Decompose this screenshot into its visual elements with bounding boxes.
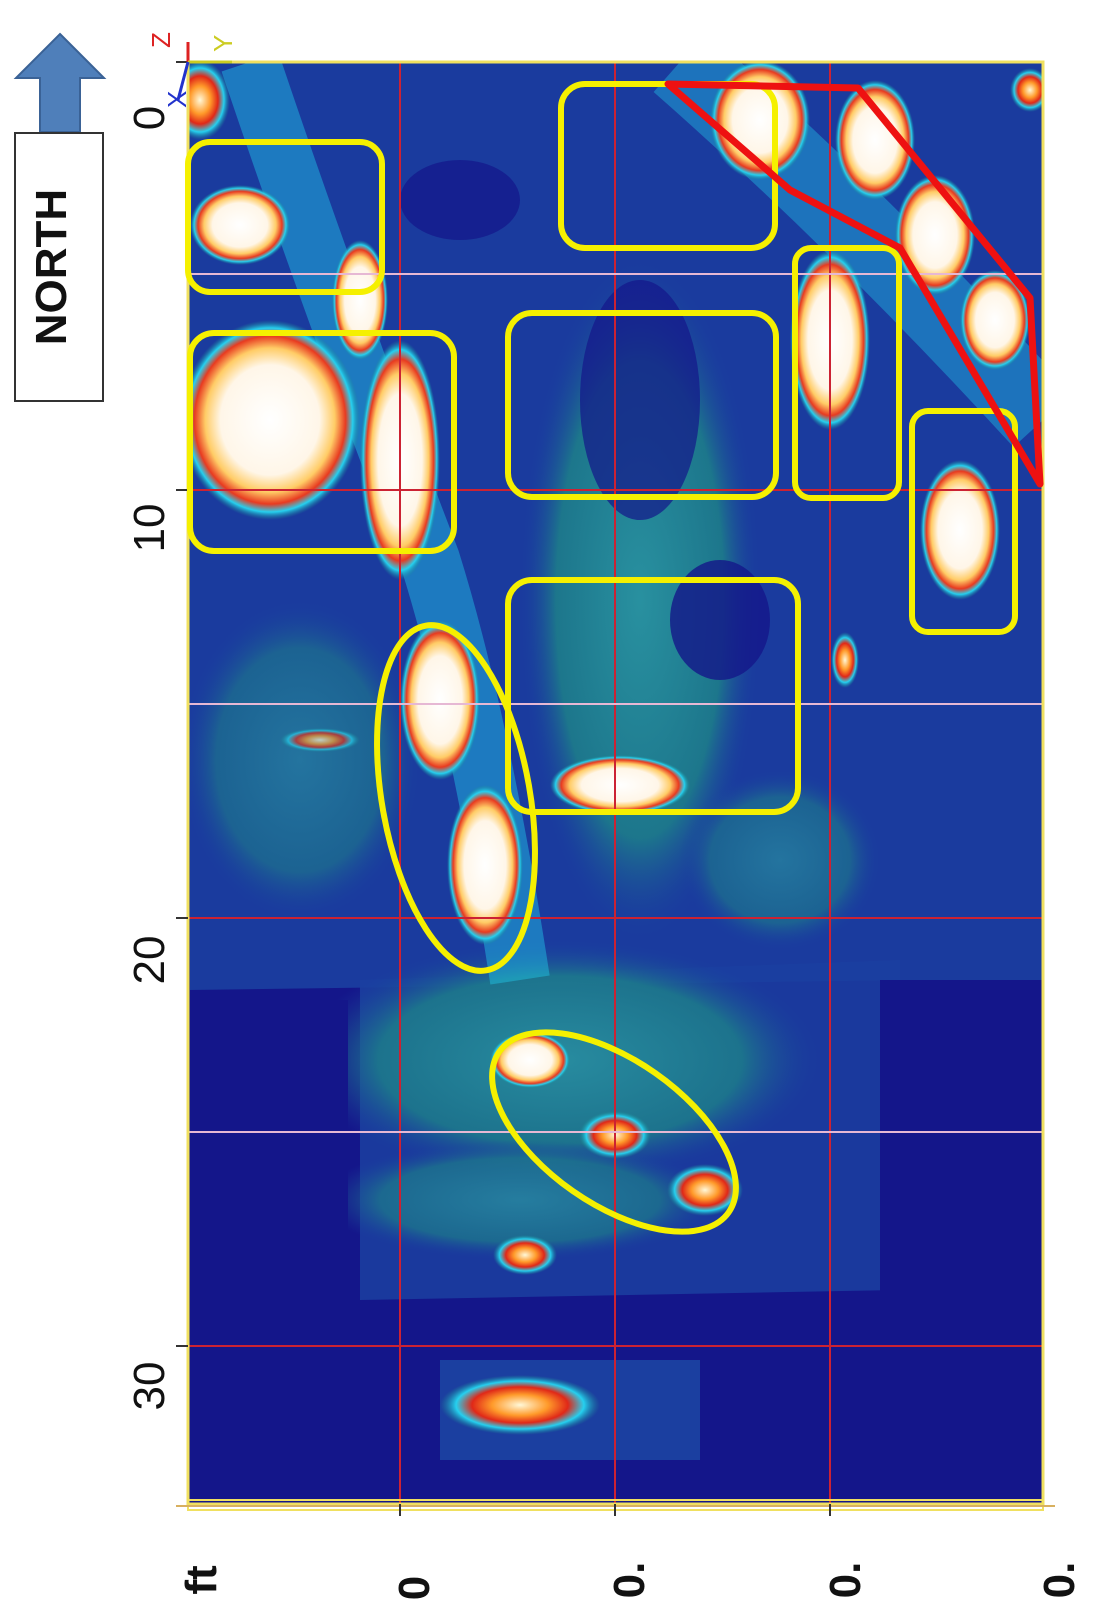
anomaly-box-7 xyxy=(909,408,1018,635)
north-label: NORTH xyxy=(27,188,76,346)
north-arrow-icon xyxy=(13,32,107,133)
anomaly-box-1 xyxy=(185,139,385,295)
red-boundary-polygon xyxy=(664,80,1044,488)
lower-tick-4: 0. xyxy=(1035,1561,1084,1599)
anomaly-box-5 xyxy=(505,577,801,815)
lower-tick-ft: ft xyxy=(177,1565,226,1595)
triad-x-label: X xyxy=(162,91,192,108)
anomaly-box-6 xyxy=(792,245,902,501)
grid-lines xyxy=(188,62,1043,1504)
anomaly-ellipse-1 xyxy=(374,622,538,974)
axes-triad: Z Y X xyxy=(146,32,238,108)
distance-tick-30: 30 xyxy=(125,1361,174,1411)
triad-y-label: Y xyxy=(208,35,238,52)
distance-tick-0: 0 xyxy=(125,105,174,131)
distance-tick-20: 20 xyxy=(125,935,174,985)
yellow-annotations xyxy=(185,81,1018,1235)
distance-tick-10: 10 xyxy=(125,503,174,553)
north-label-box xyxy=(14,132,104,402)
lower-tick-3: 0. xyxy=(821,1561,870,1599)
anomaly-box-4 xyxy=(505,310,779,500)
anomaly-ellipse-2 xyxy=(489,1029,739,1235)
anomaly-box-2 xyxy=(187,330,457,554)
lower-tick-2: 0. xyxy=(605,1561,654,1599)
triad-z-label: Z xyxy=(146,32,176,48)
lower-tick-1: 0 xyxy=(390,1575,439,1601)
axis-ticks xyxy=(176,61,831,1516)
